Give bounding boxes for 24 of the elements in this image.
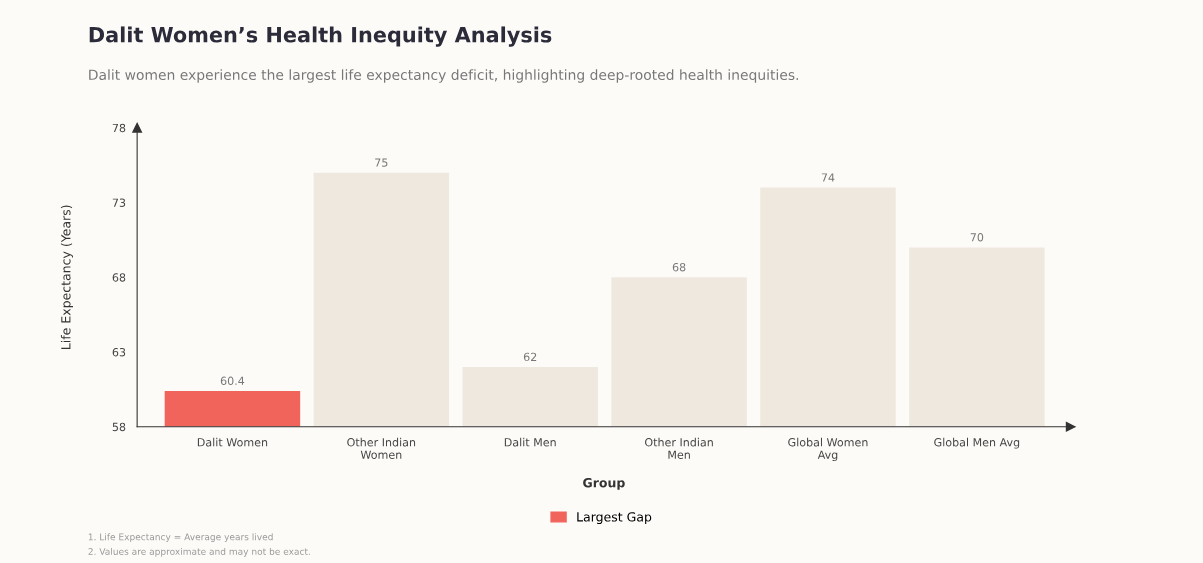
y-axis-title: Life Expectancy (Years) bbox=[60, 205, 73, 349]
x-tick-label: Dalit Women bbox=[197, 437, 268, 447]
y-tick-label: 68 bbox=[112, 273, 126, 282]
y-tick-label: 73 bbox=[112, 198, 126, 207]
x-tick-label: Dalit Men bbox=[504, 437, 556, 447]
data-label: 75 bbox=[375, 158, 388, 167]
data-label: 68 bbox=[672, 262, 686, 272]
data-label: 70 bbox=[970, 233, 984, 242]
y-tick-label: 58 bbox=[112, 422, 126, 432]
chart-subtitle: Dalit women experience the largest life expectancy deficit, highlighting deep-rooted health inequities. bbox=[89, 69, 799, 83]
x-tick-label: Global Women Avg bbox=[788, 437, 868, 462]
data-label: 74 bbox=[821, 173, 835, 182]
legend-label: Largest Gap bbox=[577, 512, 652, 525]
x-tick-label: Other Indian Men bbox=[645, 437, 713, 459]
text: 1. Life Expectancy = Average years lived bbox=[88, 533, 273, 543]
text: 2. Values are approximate and may not be exact. bbox=[88, 547, 310, 557]
y-tick-label: 63 bbox=[112, 347, 126, 357]
x-axis-title: Group bbox=[583, 477, 625, 490]
data-label: 60.4 bbox=[220, 376, 245, 385]
data-label: 62 bbox=[523, 352, 537, 362]
x-tick-label: Other Indian Women bbox=[347, 437, 416, 459]
chart-title: Dalit Women’s Health Inequity Analysis bbox=[89, 26, 552, 47]
x-tick-label: Global Men Avg bbox=[934, 437, 1020, 449]
y-tick-label: 78 bbox=[112, 123, 126, 133]
